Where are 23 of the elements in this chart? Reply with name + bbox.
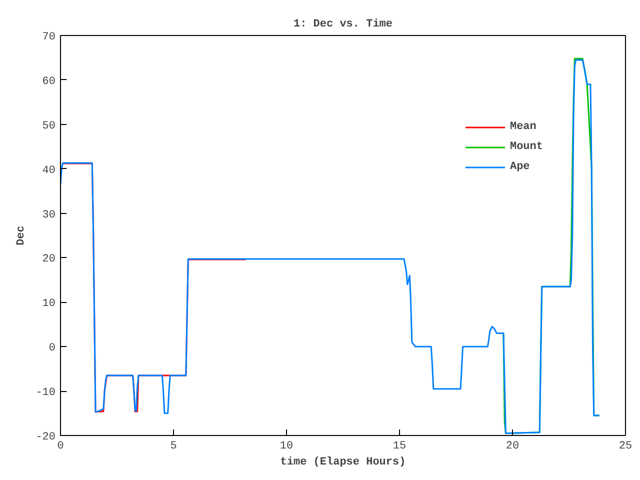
legend-label: Mount <box>510 141 543 153</box>
y-tick-label: 60 <box>42 76 56 88</box>
y-tick-label: 50 <box>42 120 56 132</box>
x-tick-label: 0 <box>57 440 64 452</box>
legend-label: Ape <box>510 161 530 173</box>
y-tick-label: -20 <box>36 432 56 444</box>
y-tick-label: 40 <box>42 164 56 177</box>
x-tick-label: 10 <box>280 440 294 452</box>
x-axis-title: time (Elapse Hours) <box>280 456 406 468</box>
x-tick-label: 15 <box>392 440 406 452</box>
x-tick-label: 5 <box>170 440 177 452</box>
chart-title: 1: Dec vs. Time <box>293 18 393 30</box>
y-axis-title: Dec <box>16 226 28 246</box>
y-tick-label: 20 <box>42 254 56 266</box>
line-series <box>60 59 600 434</box>
y-tick-label: 0 <box>48 342 56 355</box>
y-tick-label: 30 <box>42 209 56 222</box>
y-tick-label: 70 <box>42 32 56 44</box>
legend-label: Mean <box>510 121 536 133</box>
y-tick-label: -10 <box>36 387 56 400</box>
y-tick-label: 10 <box>42 298 56 310</box>
x-tick-label: 25 <box>618 440 632 452</box>
x-tick-label: 20 <box>506 440 520 452</box>
